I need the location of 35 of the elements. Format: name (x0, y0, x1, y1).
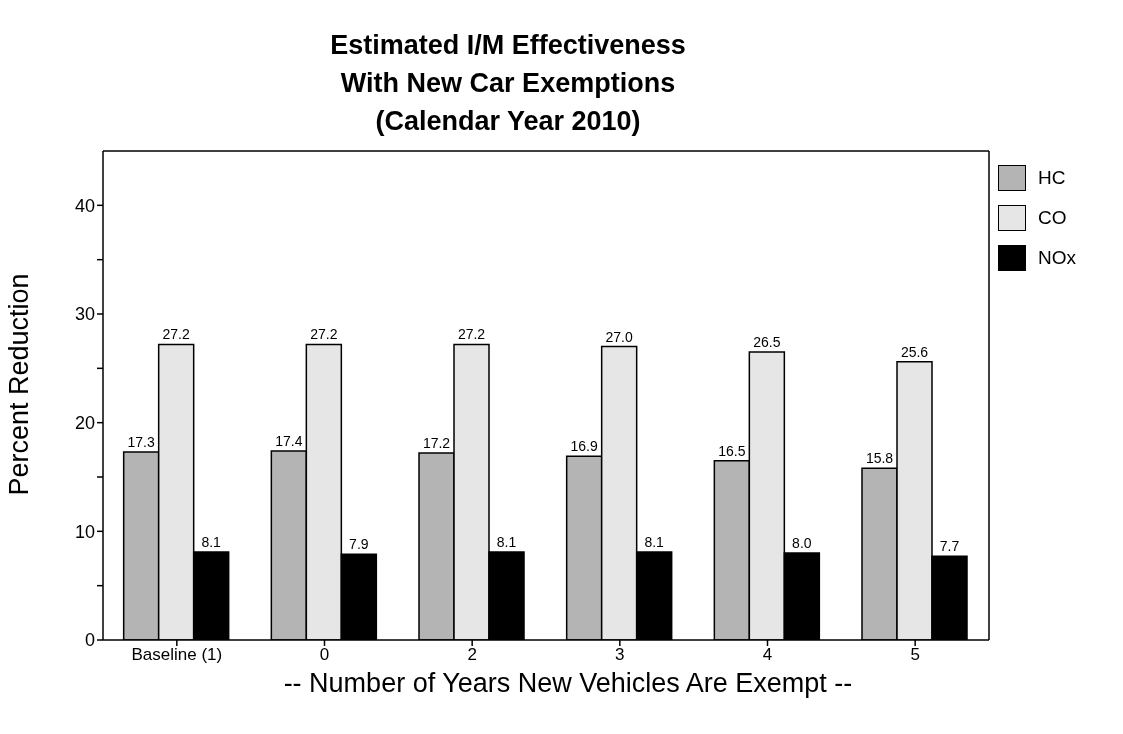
y-tick-label: 10 (74, 521, 95, 542)
data-label: 16.9 (570, 438, 599, 455)
y-tick-label: 20 (74, 413, 95, 434)
data-label: 17.2 (422, 435, 451, 452)
data-label: 27.2 (457, 326, 486, 343)
data-label: 26.5 (753, 334, 781, 351)
data-label: 7.7 (939, 538, 960, 555)
data-label: 27.2 (162, 326, 191, 343)
data-label: 8.1 (201, 533, 222, 550)
chart-title: Estimated I/M Effectiveness With New Car Exemptions (Calendar Year 2010) (329, 29, 687, 138)
data-label: 17.4 (275, 432, 303, 449)
legend-label: CO (1038, 207, 1067, 229)
x-axis-title: -- Number of Years New Vehicles Are Exempt -- (282, 668, 854, 699)
data-label: 17.3 (127, 434, 156, 451)
legend-label: NOx (1038, 247, 1076, 269)
y-tick-label: 40 (74, 195, 95, 216)
y-tick-label: 30 (74, 304, 95, 325)
data-label: 8.0 (792, 535, 812, 552)
data-label: 8.1 (644, 533, 665, 550)
x-tick-label: 5 (910, 645, 920, 665)
x-tick-label: Baseline (1) (131, 645, 223, 665)
y-axis-title: Percent Reduction (3, 273, 34, 496)
data-label: 7.9 (349, 536, 369, 553)
data-label: 8.1 (496, 533, 517, 550)
x-tick-label: 4 (762, 645, 773, 665)
y-tick-label: 0 (84, 630, 95, 651)
x-tick-label: 2 (467, 645, 477, 665)
x-tick-label: 0 (319, 645, 330, 665)
data-label: 25.6 (900, 343, 929, 360)
data-label: 27.0 (605, 328, 634, 345)
data-label: 16.5 (718, 442, 746, 459)
data-label: 15.8 (865, 450, 894, 467)
x-tick-label: 3 (615, 645, 625, 665)
data-label: 27.2 (310, 326, 338, 343)
legend-label: HC (1038, 167, 1066, 189)
